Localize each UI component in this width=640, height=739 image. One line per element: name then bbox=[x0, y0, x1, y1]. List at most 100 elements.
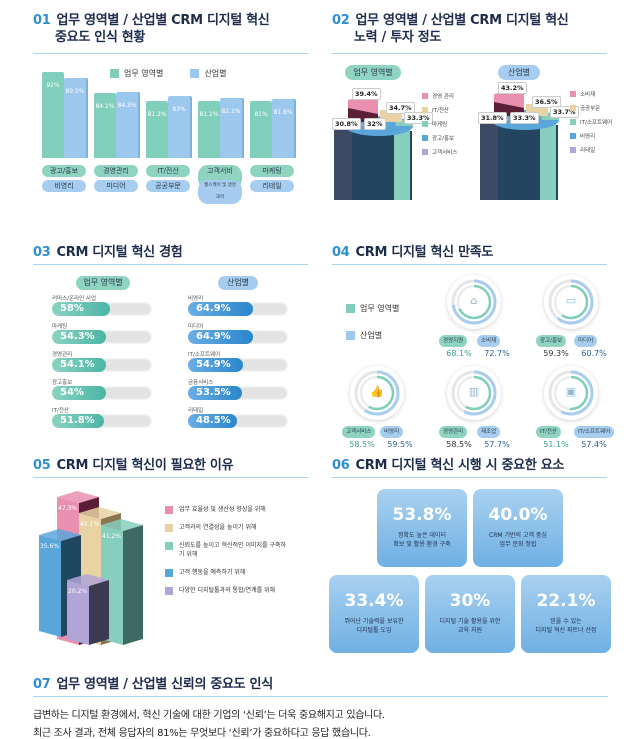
work-area-value: 68.1% bbox=[446, 349, 472, 358]
legend-swatch bbox=[165, 569, 173, 577]
s01-legend: 업무 영역별 산업별 bbox=[110, 63, 227, 82]
section-number: 01 bbox=[33, 13, 51, 28]
slice-value-label: 36.5% bbox=[532, 96, 561, 108]
progress-label: 경영관리 bbox=[52, 352, 73, 358]
title-line: 노력 / 투자 정도 bbox=[354, 30, 442, 45]
legend-label: 산업별 bbox=[360, 331, 383, 340]
key-factor-value: 30% bbox=[449, 591, 491, 611]
progress-track: 58% bbox=[52, 302, 152, 316]
legend-label: 업무 효율성 및 생산성 향상을 위해 bbox=[179, 506, 266, 513]
progress-track: 54% bbox=[52, 386, 152, 400]
title-line: 업무 영역별 / 산업별 신뢰의 중요도 인식 bbox=[56, 677, 274, 692]
legend-item: 고객서비스 bbox=[422, 148, 457, 156]
title-line: 중요도 인식 현황 bbox=[55, 30, 146, 45]
s01-bar-chart: 92% 89.5% 84.1% 84.3% 81.2% 83% 81.1% 82.1% 81% 8… bbox=[40, 71, 300, 158]
category-pill-work: 경영관리 bbox=[94, 165, 138, 177]
key-factor-card: 40.0% CRM 기반의 고객 중심 업무 문화 정립 bbox=[473, 489, 563, 567]
legend-item: 리테일 bbox=[570, 146, 612, 154]
progress-fill: 64.9% bbox=[188, 330, 253, 344]
category-pill-industry: 리테일 bbox=[250, 180, 294, 192]
bar-value: 89.5% bbox=[65, 88, 85, 96]
section-02-title: 02 업무 영역별 / 산업별 CRM 디지털 혁신 노력 / 투자 정도 bbox=[332, 12, 569, 46]
title-line: 업무 영역별 / 산업별 CRM 디지털 혁신 bbox=[56, 13, 270, 28]
industry-value: 57.4% bbox=[581, 440, 607, 449]
key-factor-value: 40.0% bbox=[488, 505, 548, 525]
key-factor-card: 33.4% 뛰어난 기술력을 보유한 디지털툴 도입 bbox=[329, 575, 419, 653]
legend-label: 경영 관리 bbox=[432, 94, 454, 100]
bar-work: 92% bbox=[42, 71, 64, 158]
progress-label: IT/전산 bbox=[52, 408, 69, 414]
title-line: CRM 디지털 혁신 경험 bbox=[56, 245, 183, 260]
bar-value: 41.2% bbox=[102, 533, 122, 540]
category-pill-work: IT/전산 bbox=[146, 165, 190, 177]
legend-label: 업무 영역별 bbox=[360, 304, 400, 313]
progress-fill: 58% bbox=[52, 302, 110, 316]
industry-value: 59.5% bbox=[387, 440, 413, 449]
progress-track: 53.5% bbox=[188, 386, 288, 400]
slice-value-label: 31.8% bbox=[478, 112, 507, 124]
bar-industry: 84.3% bbox=[116, 92, 138, 158]
bar-value: 45.1% bbox=[80, 521, 100, 528]
legend-swatch bbox=[422, 149, 428, 155]
legend-label: IT/전산 bbox=[432, 108, 449, 114]
progress-label: 마케팅 bbox=[52, 324, 68, 330]
legend-swatch bbox=[570, 119, 576, 125]
legend-label: 신뢰도를 높이고 혁신적인 이미지를 구축하기 위해 bbox=[179, 542, 286, 558]
work-area-pill: 고객서비스 bbox=[342, 426, 376, 438]
satisfaction-ring: ▭ bbox=[544, 275, 598, 329]
legend-swatch bbox=[165, 542, 173, 550]
bar-value: 81.2% bbox=[147, 110, 167, 118]
bar-value: 84.1% bbox=[95, 102, 115, 110]
legend-label: 고객 행동을 예측하기 위해 bbox=[179, 569, 246, 576]
progress-fill: 54.1% bbox=[52, 358, 107, 372]
industry-pill: 제조업 bbox=[477, 426, 501, 438]
bar-industry: 82.1% bbox=[220, 98, 242, 158]
body-paragraph-2: 최근 조사 결과, 전체 응답자의 81%는 무엇보다 ‘신뢰’가 중요하다고 … bbox=[33, 728, 371, 739]
s03-pill-industry: 산업별 bbox=[218, 276, 258, 290]
legend-swatch bbox=[422, 135, 428, 141]
s02-pill-work: 업무 영역별 bbox=[345, 65, 401, 80]
thumbs-up-icon: 👍 bbox=[370, 385, 384, 398]
legend-label: 공공부문 bbox=[580, 106, 601, 112]
screen-icon: ▣ bbox=[565, 385, 577, 398]
legend: 경영 관리 IT/전산 마케팅 광고/홍보 고객서비스 bbox=[422, 92, 457, 162]
legend-label: 고객서비스 bbox=[432, 150, 458, 156]
satisfaction-ring: ▥ bbox=[447, 366, 501, 420]
progress-fill: 48.5% bbox=[188, 414, 237, 428]
slice-value-label: 32% bbox=[364, 118, 386, 130]
legend-item: 마케팅 bbox=[422, 120, 457, 128]
legend-label: 마케팅 bbox=[432, 122, 448, 128]
title-line: CRM 디지털 혁신 만족도 bbox=[355, 245, 494, 260]
progress-fill: 54.3% bbox=[52, 330, 107, 344]
legend-item: 고객 행동을 예측하기 위해 bbox=[165, 568, 315, 577]
s02-cylinder-chart-work: 39.4% 34.7% 33.3% 32% 30.8% 경영 관리 IT/전산 마케팅 광고/홍… bbox=[332, 86, 474, 200]
divider bbox=[33, 696, 608, 697]
work-area-value: 58.5% bbox=[446, 440, 472, 449]
legend-label: 다양한 디지털툴과의 통합/연계를 위해 bbox=[179, 587, 276, 594]
progress-label: IT/소프트웨어 bbox=[188, 352, 221, 358]
legend-swatch bbox=[570, 147, 576, 153]
progress-label: 금융서비스 bbox=[188, 380, 214, 386]
title-line: CRM 디지털 혁신 시행 시 중요한 요소 bbox=[355, 458, 565, 473]
section-05-title: 05 CRM 디지털 혁신이 필요한 이유 bbox=[33, 457, 234, 474]
legend-swatch-industry bbox=[190, 69, 200, 78]
s04-legend: 업무 영역별 산업별 bbox=[346, 298, 399, 344]
legend-item: 다양한 디지털툴과의 통합/연계를 위해 bbox=[165, 586, 315, 595]
work-area-value: 59.3% bbox=[543, 349, 569, 358]
bar-industry: 83% bbox=[168, 95, 190, 158]
bar-industry: 89.5% bbox=[64, 78, 86, 158]
key-factor-card: 22.1% 믿을 수 있는 디지털 혁신 파트너 선정 bbox=[521, 575, 611, 653]
progress-label: 리테일 bbox=[188, 408, 204, 414]
legend-label: 산업별 bbox=[204, 69, 227, 78]
divider bbox=[33, 264, 308, 265]
section-number: 02 bbox=[332, 13, 350, 28]
category-pill-work: 마케팅 bbox=[250, 165, 294, 177]
slice-value-label: 30.8% bbox=[332, 118, 361, 130]
bar-value: 81.8% bbox=[273, 109, 293, 117]
legend-swatch-industry bbox=[346, 331, 355, 340]
key-factor-label: 정확도 높은 데이터 확보 및 활용 환경 구축 bbox=[393, 532, 451, 548]
legend-label: 소비재 bbox=[580, 92, 596, 98]
progress-track: 64.9% bbox=[188, 330, 288, 344]
bar-work: 81% bbox=[250, 101, 272, 158]
bar-value: 84.3% bbox=[117, 102, 137, 110]
